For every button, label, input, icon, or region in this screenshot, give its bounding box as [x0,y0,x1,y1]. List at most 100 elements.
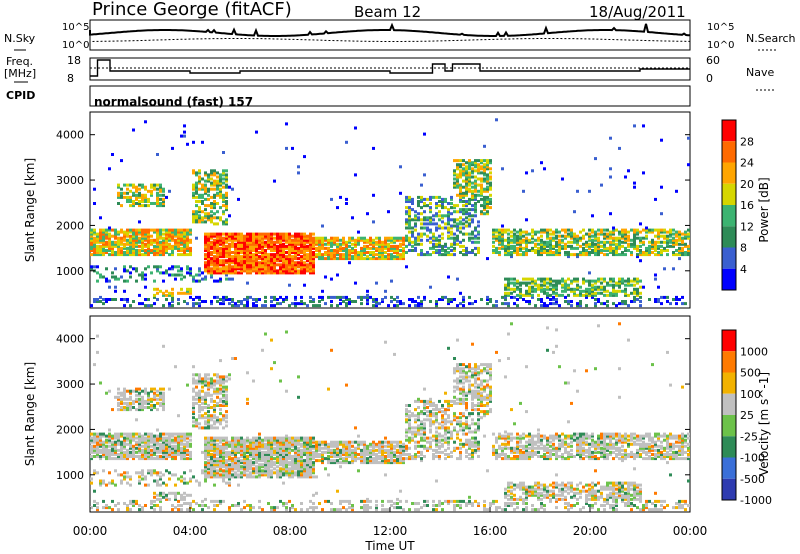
heatmap-cell [408,230,411,234]
heatmap-cell [414,300,417,303]
heatmap-cell [93,469,96,473]
heatmap-cell [681,240,684,244]
heatmap-cell [381,257,384,261]
heatmap-cell [270,436,273,440]
heatmap-cell [300,232,303,236]
heatmap-cell [297,234,300,238]
heatmap-cell [159,457,162,461]
heatmap-cell [222,416,225,420]
heatmap-cell [102,469,105,473]
heatmap-cell [276,459,279,463]
heatmap-cell [684,234,687,238]
heatmap-cell [183,446,186,450]
heatmap-cell [189,271,192,275]
heatmap-cell [183,457,186,461]
heatmap-cell [207,475,210,479]
heatmap-cell [105,279,108,283]
heatmap-cell [192,279,195,283]
heatmap-cell [336,253,339,257]
heatmap-cell [462,169,465,173]
heatmap-cell [216,251,219,254]
heatmap-cell [132,185,135,189]
heatmap-cell [222,265,225,269]
heatmap-cell [204,275,207,279]
heatmap-cell [399,253,402,257]
heatmap-cell [162,491,165,495]
heatmap-cell [369,246,372,250]
heatmap-cell [240,232,243,236]
heatmap-cell [588,236,591,240]
heatmap-cell [207,240,210,244]
heatmap-cell [408,214,411,218]
heatmap-cell [537,277,540,281]
heatmap-cell [141,508,144,512]
heatmap-cell [150,271,153,275]
heatmap-cell [519,240,522,244]
heatmap-cell [231,269,234,273]
heatmap-cell [450,218,453,222]
heatmap-cell [138,195,141,199]
heatmap-cell [162,251,165,254]
heatmap-cell [198,395,201,399]
heatmap-cell [114,444,117,448]
heatmap-cell [234,244,237,248]
heatmap-cell [162,193,165,197]
heatmap-cell [147,189,150,193]
heatmap-cell [288,244,291,248]
heatmap-cell [90,438,93,442]
heatmap-cell [474,195,477,199]
heatmap-cell [153,442,156,446]
heatmap-cell [666,300,669,303]
heatmap-cell [273,295,276,299]
heatmap-cell [507,253,510,257]
heatmap-cell [99,438,102,442]
heatmap-cell [147,298,150,301]
heatmap-cell [339,255,342,259]
heatmap-cell [576,240,579,244]
heatmap-cell [453,236,456,240]
heatmap-cell [330,255,333,259]
heatmap-cell [183,455,186,458]
heatmap-cell [405,206,408,210]
heatmap-cell [477,236,480,240]
heatmap-cell [300,295,303,299]
heatmap-cell [384,257,387,261]
heatmap-cell [408,240,411,244]
heatmap-cell [219,251,222,254]
heatmap-cell [627,279,630,283]
heatmap-cell [312,240,315,244]
heatmap-cell [162,271,165,275]
heatmap-cell [585,242,588,246]
heatmap-cell [219,457,222,461]
heatmap-cell [147,391,150,395]
heatmap-cell [357,236,360,240]
heatmap-cell [519,289,522,293]
heatmap-cell [120,193,123,197]
heatmap-cell [159,491,162,495]
heatmap-cell [309,251,312,254]
heatmap-cell [675,242,678,246]
heatmap-cell [591,230,594,234]
heatmap-cell [213,269,216,273]
heatmap-cell [405,265,408,269]
heatmap-cell [426,197,429,201]
heatmap-cell [120,228,123,232]
heatmap-cell [108,279,111,283]
heatmap-cell [288,240,291,244]
heatmap-cell [252,446,255,450]
heatmap-cell [177,244,180,248]
heatmap-cell [393,244,396,248]
heatmap-cell [333,257,336,261]
heatmap-cell [588,246,591,250]
heatmap-cell [129,249,132,252]
heatmap-cell [99,481,102,485]
heatmap-cell [165,251,168,254]
heatmap-cell [321,253,324,257]
heatmap-cell [588,293,591,297]
heatmap-cell [225,387,228,391]
heatmap-cell [129,244,132,248]
heatmap-cell [663,267,666,271]
heatmap-cell [162,240,165,244]
heatmap-cell [156,191,159,195]
heatmap-cell [96,300,99,303]
